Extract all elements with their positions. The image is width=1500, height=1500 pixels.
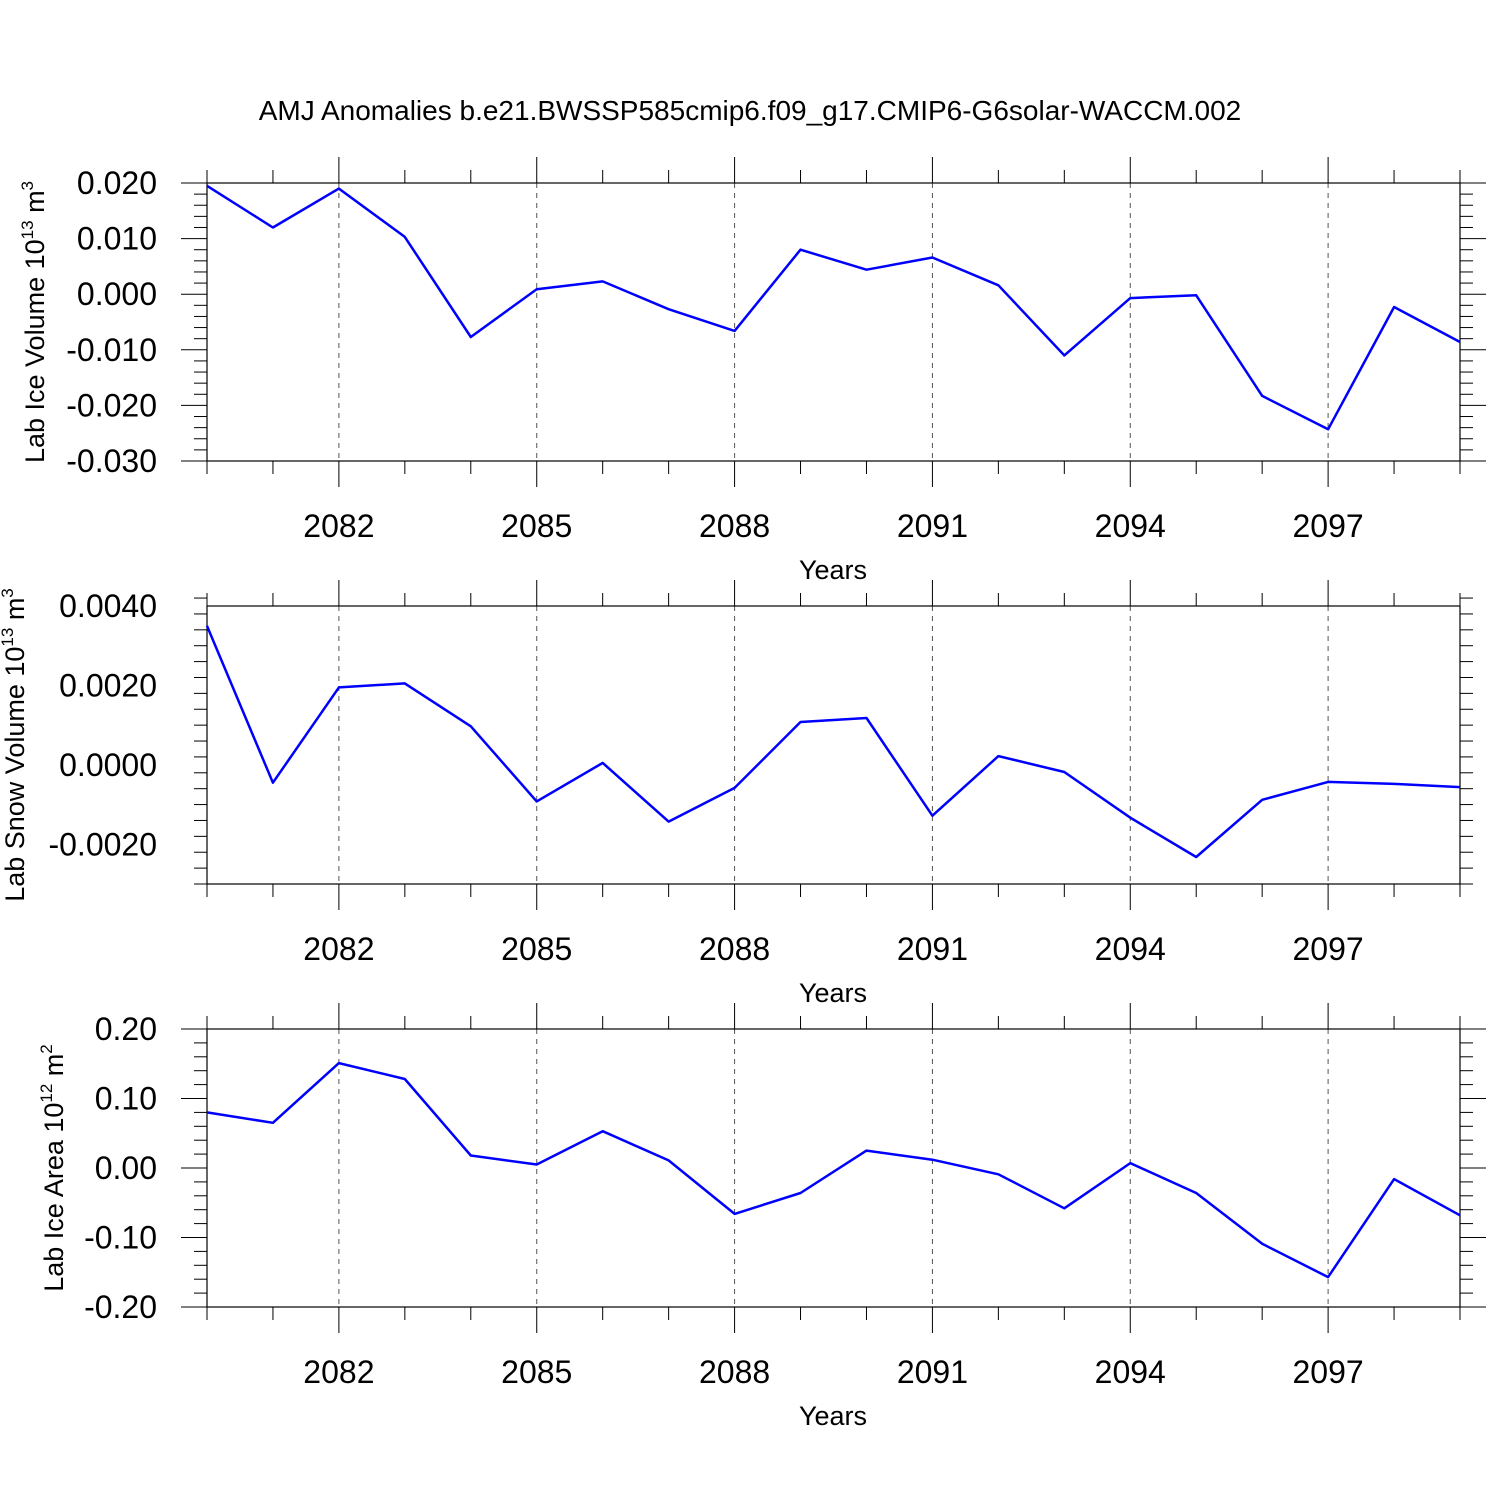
panel-snow-volume: -0.0020 0.0000 0.0020 0.0040 2082 2085 2088 209… bbox=[0, 580, 1473, 1008]
y-axis-label: Lab Ice Volume 1013 m3 bbox=[18, 181, 50, 463]
x-tick-label: 2085 bbox=[501, 931, 572, 967]
x-axis-label: Years bbox=[799, 1401, 867, 1431]
y-tick-label: 0.10 bbox=[95, 1081, 157, 1117]
plot-frame bbox=[206, 605, 1461, 885]
x-tick-label: 2082 bbox=[303, 1354, 374, 1390]
x-tick-label: 2091 bbox=[897, 1354, 968, 1390]
x-tick-label: 2091 bbox=[897, 931, 968, 967]
figure-title: AMJ Anomalies b.e21.BWSSP585cmip6.f09_g1… bbox=[259, 95, 1242, 126]
series-line bbox=[206, 1061, 1461, 1279]
x-tick-label: 2082 bbox=[303, 508, 374, 544]
y-axis-label: Lab Ice Area 1012 m2 bbox=[37, 1044, 69, 1292]
y-tick-label: -0.020 bbox=[66, 387, 157, 423]
plot-frame bbox=[206, 1028, 1461, 1308]
panel-ice-volume: -0.030 -0.020 -0.010 0.000 0.010 0.020 2082 208… bbox=[18, 157, 1486, 585]
x-tick-label: 2094 bbox=[1095, 1354, 1166, 1390]
y-tick-label: -0.030 bbox=[66, 443, 157, 479]
x-tick-label: 2097 bbox=[1293, 508, 1364, 544]
y-tick-label: 0.00 bbox=[95, 1150, 157, 1186]
y-tick-label: 0.000 bbox=[77, 276, 157, 312]
y-tick-label: -0.010 bbox=[66, 332, 157, 368]
y-tick-label: 0.20 bbox=[95, 1011, 157, 1047]
y-tick-label: 0.0040 bbox=[59, 588, 157, 624]
x-tick-label: 2082 bbox=[303, 931, 374, 967]
x-tick-label: 2088 bbox=[699, 931, 770, 967]
x-tick-label: 2097 bbox=[1293, 1354, 1364, 1390]
x-tick-label: 2091 bbox=[897, 508, 968, 544]
y-tick-label: -0.10 bbox=[84, 1220, 157, 1256]
x-axis-label: Years bbox=[799, 978, 867, 1008]
y-tick-label: 0.0000 bbox=[59, 747, 157, 783]
x-tick-label: 2094 bbox=[1095, 508, 1166, 544]
y-tick-label: -0.0020 bbox=[48, 826, 157, 862]
y-tick-label: 0.020 bbox=[77, 165, 157, 201]
panel-ice-area: -0.20 -0.10 0.00 0.10 0.20 2082 2085 2088 2091 20… bbox=[37, 1003, 1486, 1431]
x-axis-label: Years bbox=[799, 555, 867, 585]
y-tick-label: 0.0020 bbox=[59, 667, 157, 703]
x-tick-label: 2097 bbox=[1293, 931, 1364, 967]
x-tick-label: 2094 bbox=[1095, 931, 1166, 967]
series-line bbox=[205, 625, 1461, 859]
y-tick-label: 0.010 bbox=[77, 221, 157, 257]
plot-frame bbox=[206, 182, 1461, 462]
x-tick-label: 2085 bbox=[501, 508, 572, 544]
x-tick-label: 2088 bbox=[699, 508, 770, 544]
y-tick-label: -0.20 bbox=[84, 1289, 157, 1325]
series-line bbox=[206, 184, 1461, 431]
x-tick-label: 2085 bbox=[501, 1354, 572, 1390]
y-axis-label: Lab Snow Volume 1013 m3 bbox=[0, 588, 30, 902]
x-tick-label: 2088 bbox=[699, 1354, 770, 1390]
